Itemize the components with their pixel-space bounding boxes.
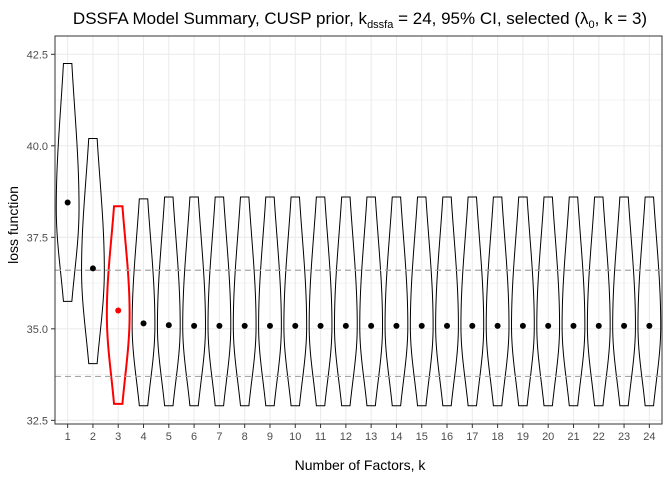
mean-point-k-24 xyxy=(646,322,653,329)
panel-border xyxy=(54,35,663,425)
y-tick-label: 37.5 xyxy=(27,232,48,244)
chart-title: DSSFA Model Summary, CUSP prior, kdssfa … xyxy=(73,9,647,31)
x-tick-label: 21 xyxy=(567,431,579,443)
x-tick-label: 12 xyxy=(340,431,352,443)
violin-k-20 xyxy=(536,196,561,407)
x-tick-label: 5 xyxy=(166,431,172,443)
mean-point-k-14 xyxy=(393,322,400,329)
violin-k-1 xyxy=(55,62,80,302)
violin-k-2 xyxy=(81,137,105,365)
violin-k-7 xyxy=(207,196,232,407)
mean-point-k-16 xyxy=(444,322,451,329)
mean-point-k-11 xyxy=(317,322,324,329)
x-tick-label: 6 xyxy=(191,431,197,443)
x-tick-label: 3 xyxy=(115,431,121,443)
x-tick-label: 8 xyxy=(242,431,248,443)
mean-point-k-4 xyxy=(140,320,147,327)
violin-k-11 xyxy=(308,196,333,407)
mean-point-k-19 xyxy=(519,322,526,329)
x-tick-label: 19 xyxy=(517,431,529,443)
mean-point-k-20 xyxy=(545,322,552,329)
x-tick-label: 18 xyxy=(491,431,503,443)
x-tick-label: 7 xyxy=(216,431,222,443)
x-tick-label: 17 xyxy=(466,431,478,443)
y-tick-label: 40.0 xyxy=(27,141,48,153)
x-tick-label: 9 xyxy=(267,431,273,443)
mean-point-k-17 xyxy=(469,322,476,329)
y-tick-label: 32.5 xyxy=(27,415,48,427)
y-axis-title: loss function xyxy=(5,186,21,264)
x-tick-label: 4 xyxy=(140,431,146,443)
x-tick-label: 16 xyxy=(441,431,453,443)
x-tick-label: 13 xyxy=(365,431,377,443)
x-tick-label: 1 xyxy=(65,431,71,443)
mean-point-k-3 xyxy=(115,307,122,314)
x-tick-label: 20 xyxy=(542,431,554,443)
x-tick-label: 23 xyxy=(618,431,630,443)
mean-point-k-23 xyxy=(621,322,628,329)
y-tick-label: 42.5 xyxy=(27,49,48,61)
violin-k-22 xyxy=(586,196,611,407)
violin-k-17 xyxy=(460,196,485,407)
mean-point-k-6 xyxy=(191,322,198,329)
mean-point-k-9 xyxy=(266,322,273,329)
mean-point-k-12 xyxy=(342,322,349,329)
violin-k-3 xyxy=(105,205,131,405)
violin-k-10 xyxy=(283,196,308,407)
x-tick-label: 10 xyxy=(289,431,301,443)
mean-point-k-15 xyxy=(418,322,425,329)
panel-background xyxy=(55,36,662,424)
violin-k-6 xyxy=(182,196,206,407)
mean-point-k-7 xyxy=(216,322,223,329)
violin-k-8 xyxy=(232,196,257,407)
violin-k-19 xyxy=(511,196,535,407)
mean-point-k-1 xyxy=(64,199,71,206)
y-tick-label: 35.0 xyxy=(27,324,48,336)
violin-k-18 xyxy=(485,196,510,407)
mean-point-k-2 xyxy=(89,265,96,272)
violin-k-5 xyxy=(156,196,181,407)
violin-k-12 xyxy=(333,196,358,407)
mean-point-k-22 xyxy=(595,322,602,329)
x-tick-label: 11 xyxy=(315,431,326,443)
x-tick-label: 22 xyxy=(593,431,605,443)
x-tick-label: 15 xyxy=(416,431,428,443)
plot-panel xyxy=(54,35,663,425)
violin-k-4 xyxy=(131,198,156,407)
mean-point-k-13 xyxy=(368,322,375,329)
x-tick-label: 24 xyxy=(643,431,655,443)
x-tick-label: 2 xyxy=(90,431,96,443)
violin-k-21 xyxy=(561,196,586,407)
violin-k-14 xyxy=(384,196,409,407)
violin-k-16 xyxy=(435,196,459,407)
mean-point-k-5 xyxy=(165,322,172,329)
x-tick-label: 14 xyxy=(390,431,402,443)
mean-point-k-8 xyxy=(241,322,248,329)
mean-point-k-10 xyxy=(292,322,299,329)
violin-k-13 xyxy=(359,196,384,407)
violin-k-9 xyxy=(258,196,282,407)
mean-point-k-21 xyxy=(570,322,577,329)
violin-k-15 xyxy=(409,196,434,407)
violin-k-24 xyxy=(637,196,662,407)
mean-point-k-18 xyxy=(494,322,501,329)
violin-k-23 xyxy=(612,196,636,407)
x-axis-title: Number of Factors, k xyxy=(295,457,427,473)
